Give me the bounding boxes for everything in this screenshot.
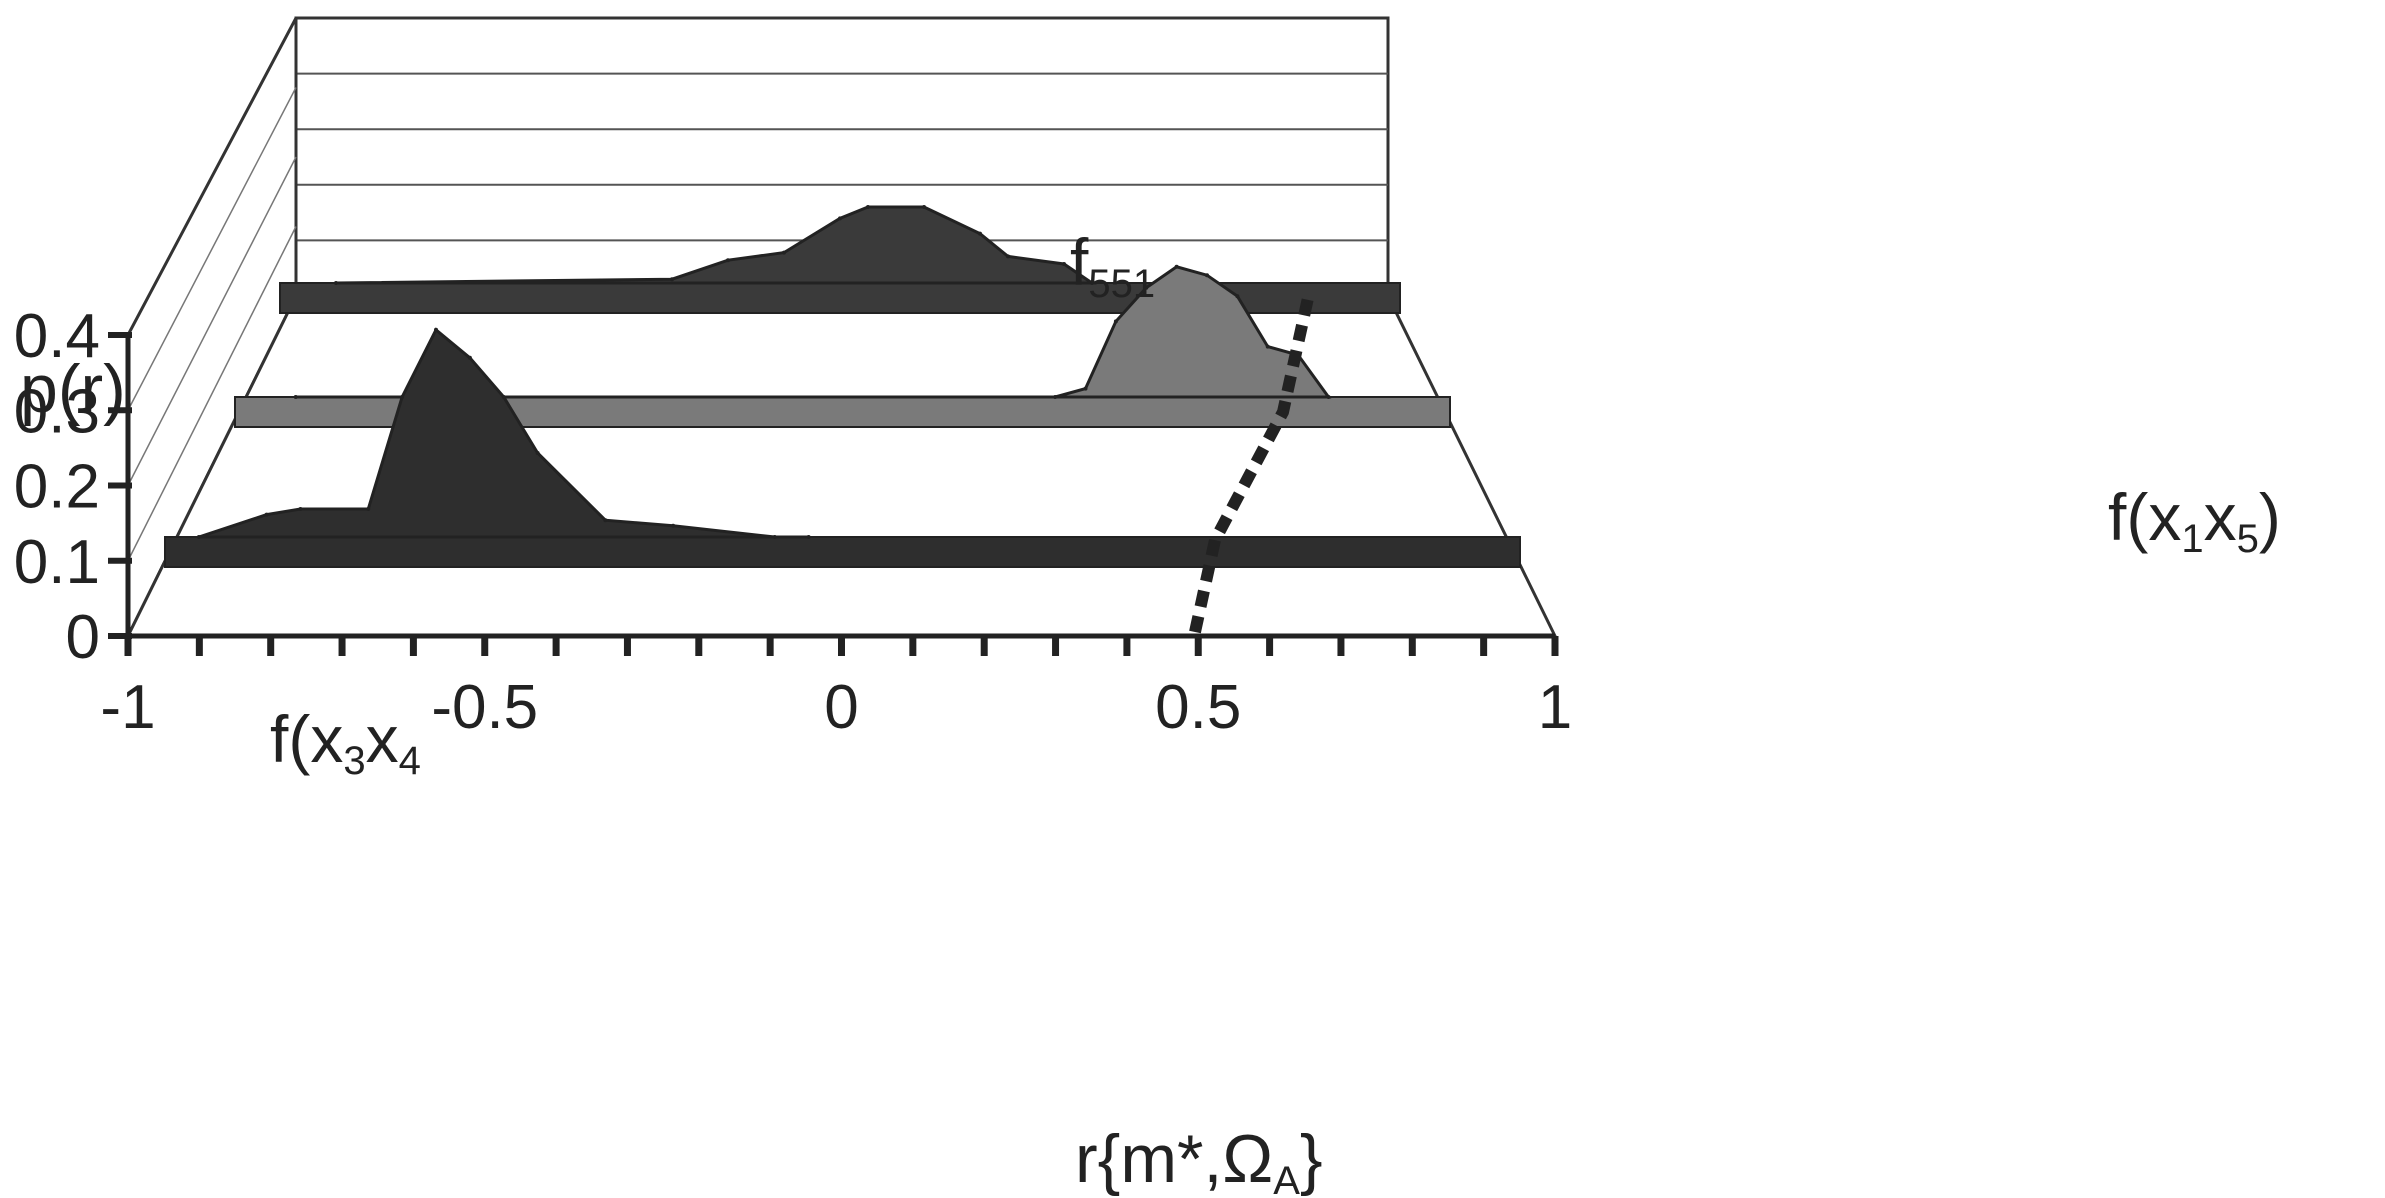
point-series-1-10: [1326, 395, 1331, 399]
point-series-2-4: [400, 395, 405, 399]
point-series-0-2: [726, 258, 730, 263]
point-series-2-9: [603, 518, 608, 523]
ribbon-base-2: [164, 536, 1521, 568]
floor: [125, 294, 1558, 638]
point-series-0-6: [922, 205, 926, 209]
point-series-0-4: [838, 216, 842, 221]
point-series-1-5: [1174, 264, 1179, 269]
zero-ridge-line: [1189, 296, 1314, 634]
point-series-1-4: [1144, 285, 1149, 290]
point-series-2-0: [196, 535, 201, 539]
point-series-2-11: [772, 535, 777, 539]
point-series-1-7: [1235, 294, 1240, 299]
y-tick-labels: 00.10.2 0.30.4: [14, 302, 100, 672]
y-axis-label: p(r): [20, 351, 126, 427]
point-series-0-9: [1062, 262, 1066, 266]
point-series-1-1: [1053, 395, 1058, 399]
series-label-fx3x4: f(x3x4: [270, 702, 421, 783]
point-series-2-10: [671, 523, 676, 528]
point-series-2-2: [298, 507, 303, 511]
x-tick-label: -0.5: [431, 673, 538, 742]
ribbons: [164, 205, 1521, 568]
point-series-2-6: [467, 355, 472, 360]
series-label-f551: f551: [1070, 225, 1155, 306]
point-series-1-2: [1083, 386, 1088, 391]
point-series-1-8: [1265, 344, 1270, 349]
area-series-1: [295, 265, 1332, 399]
x-tick-label: -1: [100, 673, 155, 742]
tick-marks: [108, 332, 1559, 656]
point-series-2-1: [264, 512, 269, 517]
point-series-1-0: [293, 395, 298, 399]
y-tick-label: 0.2: [14, 453, 100, 522]
series-label-fx1x5: f(x1x5): [2108, 480, 2281, 561]
dashed-zero-line: [1189, 296, 1314, 634]
x-axis-label: r{m*,ΩA}: [1075, 1121, 1323, 1198]
point-series-0-8: [1006, 254, 1010, 259]
side-gridline: [127, 156, 297, 486]
point-series-2-3: [366, 507, 371, 511]
point-series-0-7: [978, 231, 982, 236]
y-tick-label: 0: [66, 603, 100, 672]
x-tick-label: 1: [1538, 673, 1572, 742]
point-series-0-10: [1090, 281, 1094, 285]
point-series-0-5: [866, 205, 870, 209]
point-series-1-3: [1113, 319, 1118, 324]
side-gridline: [127, 226, 297, 562]
point-series-2-12: [806, 535, 811, 539]
x-tick-label: 0: [824, 673, 858, 742]
point-series-2-8: [535, 451, 540, 455]
point-series-0-1: [670, 277, 674, 282]
y-tick-label: 0.1: [14, 528, 100, 597]
point-series-0-3: [782, 250, 786, 255]
point-series-0-0: [334, 281, 338, 285]
y-tick-label: 0.3: [14, 377, 100, 446]
point-series-2-5: [434, 327, 438, 332]
y-tick-label: 0.4: [14, 302, 100, 371]
area-series-2: [198, 327, 809, 539]
area-series-0: [335, 205, 1097, 285]
side-gridline: [127, 87, 297, 411]
point-series-2-7: [501, 395, 506, 399]
x-tick-labels: -1 -0.5 0 0.5 1: [100, 673, 1572, 742]
point-series-1-6: [1205, 273, 1209, 278]
x-tick-label: 0.5: [1155, 673, 1241, 742]
